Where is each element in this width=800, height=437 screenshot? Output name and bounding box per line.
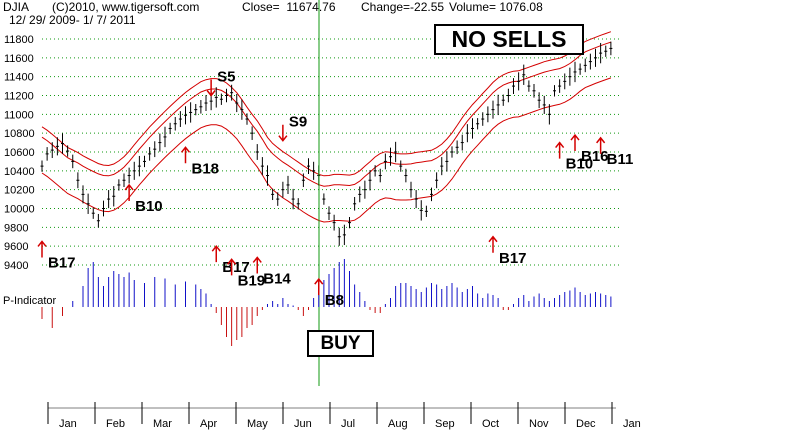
buy-arrow xyxy=(314,277,324,296)
x-tick-label: Mar xyxy=(153,418,172,430)
x-tick-label: Aug xyxy=(388,418,408,430)
y-tick-label: 9800 xyxy=(4,222,28,234)
y-tick-label: 10800 xyxy=(4,128,35,140)
x-tick-label: Dec xyxy=(576,418,596,430)
y-tick-label: 11400 xyxy=(4,72,34,84)
buy-arrow xyxy=(211,244,221,263)
buy-arrow xyxy=(37,240,47,258)
signal-label: B17 xyxy=(499,250,527,267)
sell-arrow xyxy=(206,79,216,97)
signal-label: B19 xyxy=(238,272,266,289)
header-symbol: DJIA xyxy=(3,0,30,14)
signal-label: S5 xyxy=(217,69,235,86)
band-line-1 xyxy=(41,77,612,223)
x-tick-label: Jul xyxy=(341,418,355,430)
y-tick-label: 11200 xyxy=(4,91,34,103)
x-tick-label: Apr xyxy=(200,418,217,430)
buy-arrow xyxy=(124,183,134,201)
header-copyright: (C)2010, www.tigersoft.com xyxy=(52,0,200,14)
band-line-0 xyxy=(41,41,612,187)
no-sells-box: NO SELLS xyxy=(434,24,584,55)
x-tick-label: Feb xyxy=(106,418,125,430)
y-tick-label: 10600 xyxy=(4,147,35,159)
buy-arrow xyxy=(252,256,262,274)
signal-label: B10 xyxy=(135,198,163,215)
x-tick-label: May xyxy=(247,418,268,430)
x-tick-label: Jan xyxy=(623,418,641,430)
signal-label: S9 xyxy=(289,114,307,131)
band-line-2 xyxy=(41,31,612,177)
buy-arrow xyxy=(488,235,498,253)
buy-arrow xyxy=(555,141,565,159)
p-indicator-label: P-Indicator xyxy=(3,295,57,307)
signal-label: B16 xyxy=(581,148,609,165)
signal-label: B8 xyxy=(325,292,344,309)
y-tick-label: 11600 xyxy=(4,53,34,65)
x-tick-label: Jun xyxy=(294,418,312,430)
buy-arrow xyxy=(570,133,580,152)
header-close: Close= 11674.76 xyxy=(242,0,336,14)
buy-arrow xyxy=(596,136,606,154)
buy-arrow xyxy=(227,258,237,276)
x-tick-label: Sep xyxy=(435,418,455,430)
x-tick-label: Oct xyxy=(482,418,499,430)
y-tick-label: 9400 xyxy=(4,260,28,272)
y-tick-label: 11000 xyxy=(4,109,34,121)
y-tick-label: 11800 xyxy=(4,34,34,46)
sell-arrow xyxy=(278,124,288,142)
signal-label: B18 xyxy=(192,160,220,177)
y-tick-label: 9600 xyxy=(4,241,28,253)
x-tick-label: Jan xyxy=(59,418,77,430)
signal-label: B11 xyxy=(607,151,634,168)
signal-label: B14 xyxy=(263,270,291,287)
y-tick-label: 10200 xyxy=(4,185,35,197)
header-volume: Volume= 1076.08 xyxy=(449,0,543,14)
x-tick-label: Nov xyxy=(529,418,549,430)
header-change: Change=-22.55 xyxy=(361,0,445,14)
signal-label: B10 xyxy=(566,156,594,173)
buy-arrow xyxy=(180,146,191,164)
y-tick-label: 10400 xyxy=(4,166,35,178)
header-date-range: 12/ 29/ 2009- 1/ 7/ 2011 xyxy=(9,13,136,27)
y-tick-label: 10000 xyxy=(4,204,35,216)
signal-label: B17 xyxy=(48,254,76,271)
buy-box: BUY xyxy=(307,330,374,357)
